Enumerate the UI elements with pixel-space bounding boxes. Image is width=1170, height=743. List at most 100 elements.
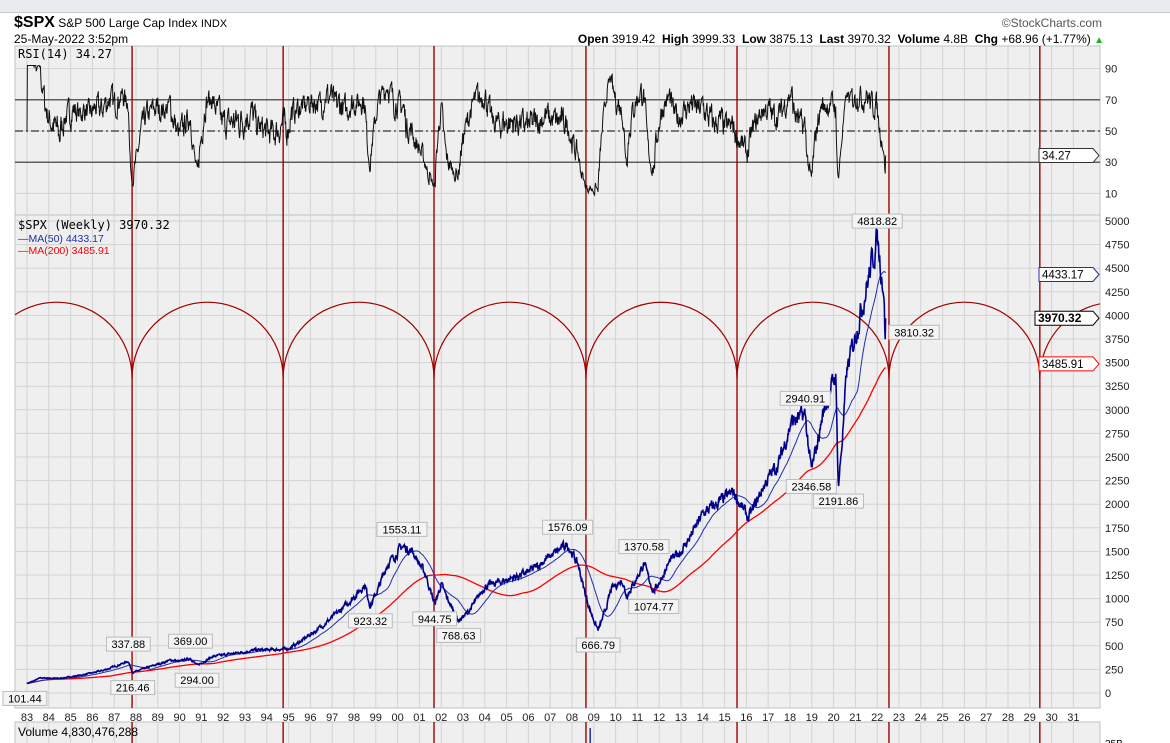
year-tick-label: 86 (86, 712, 98, 724)
year-tick-label: 84 (43, 712, 55, 724)
rsi-tick-label: 70 (1105, 95, 1117, 107)
year-tick-label: 04 (479, 712, 491, 724)
open-value: 3919.42 (611, 32, 656, 46)
price-tick-label: 2500 (1105, 452, 1129, 464)
volume-panel (14, 721, 1101, 743)
year-tick-label: 09 (588, 712, 600, 724)
year-tick-label: 98 (348, 712, 360, 724)
price-tick-label: 4750 (1105, 240, 1129, 252)
volume-title: Volume 4,830,476,288 (18, 725, 138, 739)
annotation-box (785, 478, 837, 494)
exchange: INDX (200, 18, 228, 30)
year-tick-label: 85 (64, 712, 76, 724)
year-tick-label: 31 (1067, 712, 1079, 724)
price-tag: 3970.32 (1038, 311, 1082, 325)
annotation-box (412, 611, 458, 627)
year-tick-label: 28 (1002, 712, 1014, 724)
last-value: 3970.32 (847, 32, 891, 46)
rsi-tick-label: 30 (1105, 157, 1117, 169)
price-tag: 3485.91 (1042, 359, 1084, 371)
high-label: High (661, 32, 689, 46)
year-tick-label: 20 (827, 712, 839, 724)
rsi-tag-box (1038, 148, 1100, 164)
annotation-label: 216.46 (116, 683, 150, 695)
chart-title: $SPX S&P 500 Large Cap Index INDX (14, 14, 227, 32)
price-title: $SPX (Weekly) 3970.32 (18, 218, 170, 232)
year-tick-label: 18 (784, 712, 796, 724)
annotation-label: 294.00 (180, 675, 214, 687)
cycle-arc (282, 301, 435, 379)
year-tick-label: 25 (936, 712, 948, 724)
legend-entry: —MA(200) 3485.91 (18, 245, 110, 257)
year-tick-label: 87 (108, 712, 120, 724)
year-tick-label: 11 (632, 712, 643, 724)
year-tick-label: 27 (980, 712, 992, 724)
annotation-label: 369.00 (174, 636, 208, 648)
annotation-box (575, 637, 621, 653)
annotation-label: 101.44 (8, 693, 42, 705)
annotation-box (779, 390, 831, 406)
price-tick-label: 3500 (1105, 358, 1129, 370)
chg-label: Chg (974, 32, 998, 46)
annotation-box (812, 493, 864, 509)
annotation-label: 3810.32 (894, 327, 934, 339)
year-tick-label: 14 (697, 712, 709, 724)
price-tick-label: 3750 (1105, 334, 1129, 346)
ma200-line (26, 367, 887, 685)
cycle-arc (15, 301, 133, 379)
annotation-label: 2346.58 (791, 481, 831, 493)
year-tick-label: 13 (675, 712, 687, 724)
annotation-label: 1576.09 (548, 522, 588, 534)
volume-tick-label: 25B (1105, 739, 1123, 743)
annotation-box (618, 539, 670, 555)
annotation-label: 1074.77 (634, 602, 674, 614)
chart-datetime: 25-May-2022 3:52pm (14, 32, 129, 46)
year-tick-label: 21 (849, 712, 861, 724)
cycle-arc (433, 301, 587, 379)
price-tick-label: 1750 (1105, 523, 1129, 535)
year-tick-label: 08 (566, 712, 578, 724)
last-label: Last (819, 32, 845, 46)
price-tick-label: 0 (1105, 688, 1111, 700)
year-tick-label: 26 (958, 712, 970, 724)
rsi-tick-label: 10 (1105, 188, 1117, 200)
year-tick-label: 10 (609, 712, 621, 724)
price-tick-label: 3000 (1105, 405, 1129, 417)
year-tick-label: 06 (522, 712, 534, 724)
price-tick-label: 500 (1105, 641, 1123, 653)
stockcharts-logo[interactable]: ©StockCharts.com (1001, 16, 1102, 30)
price-tag-box (1038, 267, 1100, 283)
year-tick-label: 83 (21, 712, 33, 724)
symbol-name: S&P 500 Large Cap Index (58, 16, 198, 30)
annotation-label: 944.75 (418, 614, 452, 626)
up-arrow-icon: ▲ (1094, 35, 1104, 46)
volume-value: 4.8B (943, 32, 968, 46)
year-tick-label: 93 (239, 712, 251, 724)
annotation-label: 337.88 (112, 639, 146, 651)
price-tick-label: 4250 (1105, 287, 1129, 299)
year-tick-label: 88 (130, 712, 142, 724)
year-tick-label: 97 (326, 712, 338, 724)
price-tick-label: 4500 (1105, 263, 1129, 275)
annotation-label: 768.63 (442, 630, 476, 642)
annotation-box (436, 627, 482, 643)
annotation-label: 1370.58 (624, 542, 664, 554)
volume-label: Volume (897, 32, 940, 46)
price-tick-label: 3250 (1105, 381, 1129, 393)
year-tick-label: 89 (152, 712, 164, 724)
chg-value: +68.96 (+1.77%) (1001, 32, 1091, 46)
year-tick-label: 17 (762, 712, 774, 724)
price-tag-box (1038, 356, 1100, 372)
rsi-tag: 34.27 (1042, 151, 1071, 163)
browser-toolbar-strip (0, 0, 1170, 13)
legend-entry: —MA(50) 4433.17 (18, 233, 104, 245)
annotation-box (542, 519, 594, 535)
cycle-arc (888, 301, 1041, 379)
year-tick-label: 23 (893, 712, 905, 724)
annotation-box (168, 633, 213, 649)
annotation-box (105, 636, 151, 652)
year-tick-label: 95 (282, 712, 294, 724)
annotation-label: 1553.11 (382, 524, 421, 536)
year-tick-label: 22 (871, 712, 883, 724)
